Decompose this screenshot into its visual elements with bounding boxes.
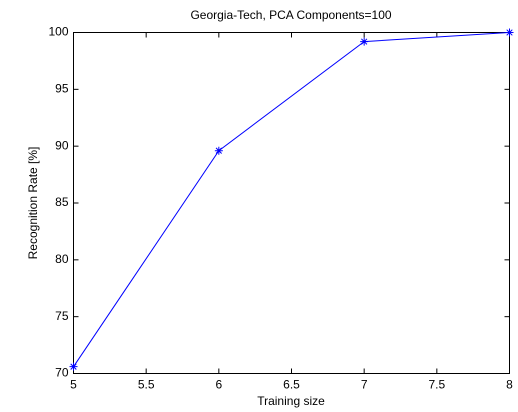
- x-axis-label: Training size: [257, 394, 325, 408]
- y-tick-label: 100: [48, 25, 68, 39]
- y-tick-label: 80: [55, 252, 69, 266]
- data-marker: [505, 28, 514, 37]
- x-tick-label: 6.5: [283, 378, 300, 392]
- y-axis-label: Recognition Rate [%]: [26, 147, 40, 260]
- y-tick-label: 70: [55, 366, 69, 380]
- y-tick-label: 85: [55, 195, 69, 209]
- x-tick-label: 5: [70, 378, 77, 392]
- y-tick-label: 90: [55, 138, 69, 152]
- chart-title: Georgia-Tech, PCA Components=100: [190, 8, 391, 22]
- x-tick-label: 8: [506, 378, 513, 392]
- y-tick-label: 95: [55, 82, 69, 96]
- x-tick-label: 7.5: [428, 378, 445, 392]
- x-tick-label: 5.5: [138, 378, 155, 392]
- data-marker: [360, 37, 369, 46]
- y-tick-label: 75: [55, 309, 69, 323]
- x-tick-label: 6: [215, 378, 222, 392]
- data-marker: [214, 146, 223, 155]
- data-marker: [69, 362, 78, 371]
- x-tick-label: 7: [361, 378, 368, 392]
- data-line: [73, 32, 510, 367]
- axes-box: [73, 32, 510, 374]
